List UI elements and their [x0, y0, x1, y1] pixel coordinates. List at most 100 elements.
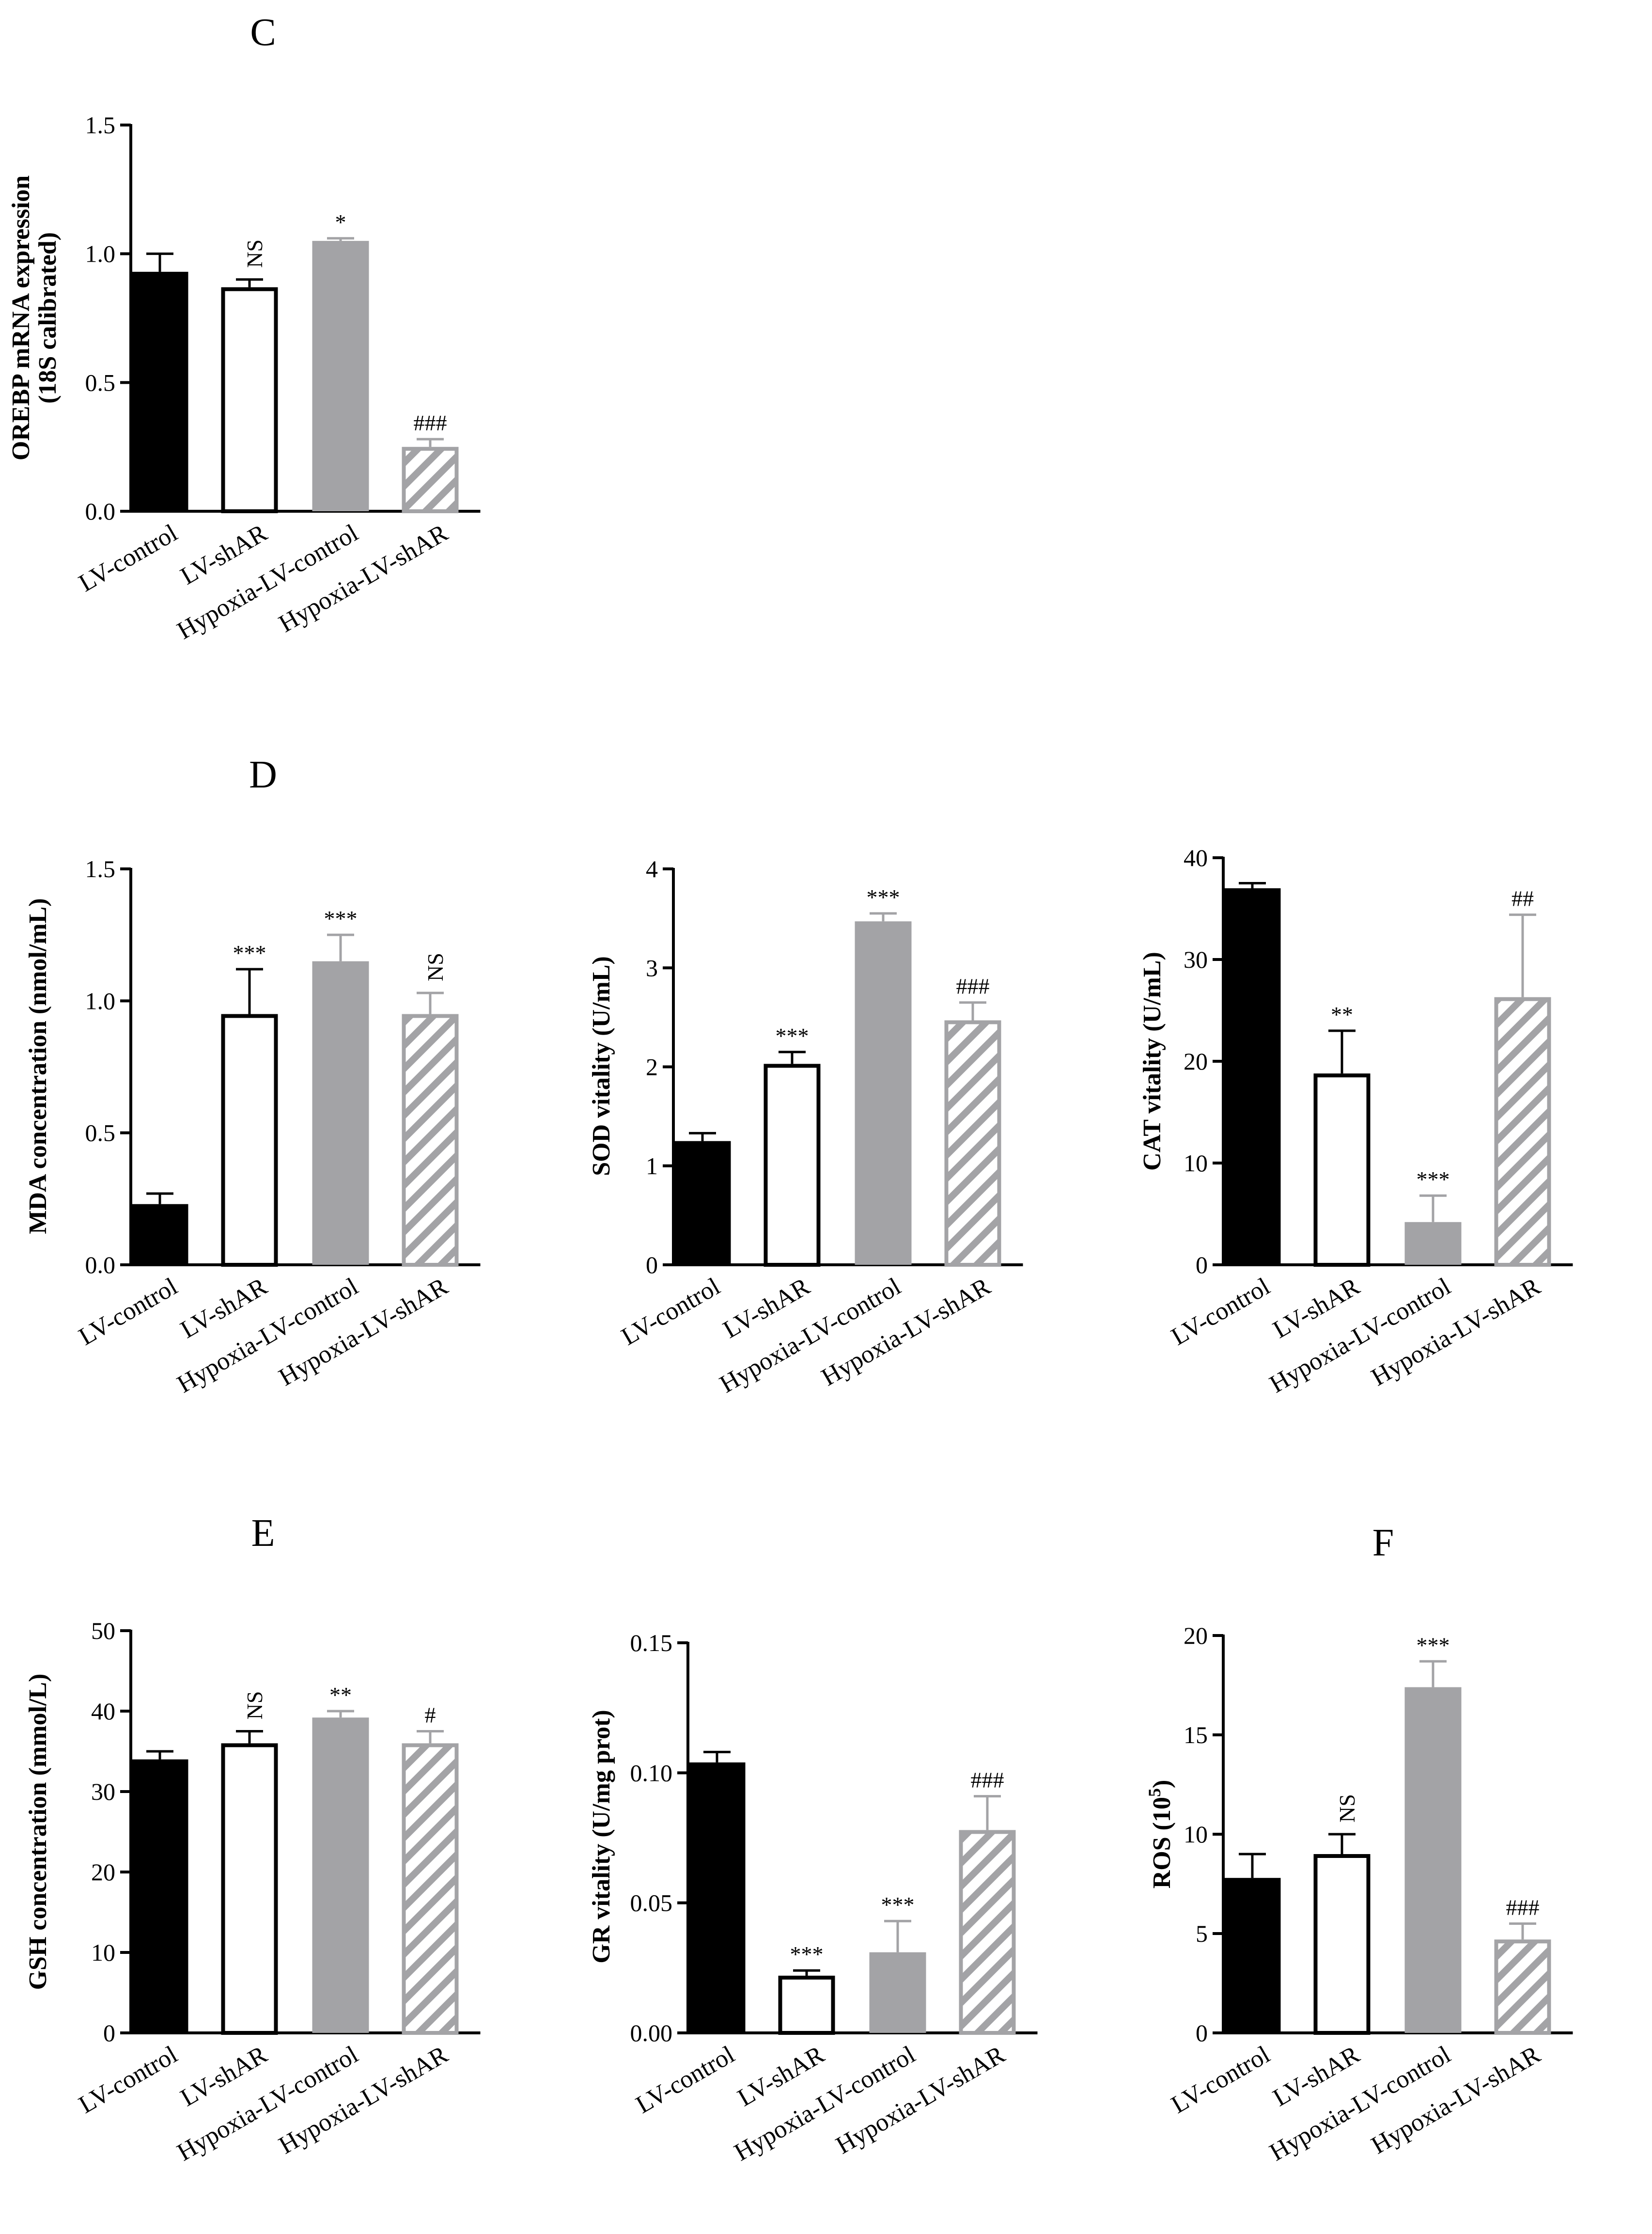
significance-hypoxia-lv-shar: NS [423, 953, 448, 981]
significance-hypoxia-lv-shar: ### [414, 410, 447, 435]
bar-hypoxia-lv-control [855, 921, 912, 1265]
y-axis-label: SOD vitality (U/mL) [588, 956, 615, 1176]
y-tick-label: 1.5 [85, 855, 116, 882]
bar-lv-shar [764, 1064, 821, 1267]
y-axis-label-line2: (18S calibrated) [34, 232, 62, 404]
bar-hypoxia-lv-shar [402, 1743, 459, 2035]
significance-lv-shar: NS [242, 1691, 267, 1720]
significance-lv-shar: *** [776, 1023, 809, 1048]
y-tick-label: 1.0 [85, 987, 116, 1014]
bar-lv-control [1224, 1878, 1281, 2033]
chart-sod-vitality: 01234LV-control***LV-shAR***Hypoxia-LV-c… [588, 855, 1023, 1399]
chart-cat-vitality: 010203040LV-control**LV-shAR***Hypoxia-L… [1138, 844, 1573, 1399]
bar-lv-control [131, 271, 188, 511]
category-label-lv-control: LV-control [1167, 1273, 1275, 1351]
panel-letter-c: C [250, 11, 276, 54]
y-axis-label: GSH concentration (mmol/L) [24, 1674, 52, 1990]
bar-lv-control [131, 1759, 188, 2033]
bar-hypoxia-lv-shar [944, 1020, 1001, 1267]
significance-hypoxia-lv-control: * [335, 210, 346, 235]
significance-lv-shar: *** [233, 941, 266, 965]
y-axis-label: MDA concentration (nmol/mL) [24, 898, 52, 1234]
y-tick-label: 0 [1196, 2019, 1208, 2046]
bar-hypoxia-lv-control [312, 241, 369, 512]
panel-letter-d: D [249, 754, 277, 796]
bar-lv-control [688, 1762, 746, 2033]
y-tick-label: 15 [1184, 1721, 1208, 1748]
significance-hypoxia-lv-shar: ### [1506, 1895, 1540, 1920]
y-tick-label: 0 [1196, 1251, 1208, 1278]
y-tick-label: 0 [103, 2019, 115, 2046]
bar-lv-control [131, 1204, 188, 1265]
y-tick-label: 0.00 [630, 2019, 673, 2046]
significance-hypoxia-lv-control: *** [867, 885, 900, 910]
y-tick-label: 0.10 [630, 1759, 673, 1786]
significance-hypoxia-lv-control: *** [324, 906, 358, 931]
bar-lv-shar [221, 1014, 278, 1267]
bar-lv-shar [221, 287, 278, 513]
y-tick-label: 10 [1184, 1149, 1208, 1177]
panel-letter-e: E [251, 1512, 275, 1555]
significance-lv-shar: *** [790, 1942, 824, 1967]
bar-lv-control [1224, 888, 1281, 1265]
panel-letter-f: F [1372, 1522, 1394, 1564]
significance-hypoxia-lv-shar: # [425, 1703, 436, 1728]
category-label-lv-control: LV-control [74, 1273, 182, 1351]
y-axis-label: OREBP mRNA expression [7, 175, 35, 461]
significance-lv-shar: ** [1331, 1002, 1353, 1027]
significance-hypoxia-lv-shar: ### [971, 1768, 1004, 1793]
significance-hypoxia-lv-control: *** [881, 1892, 915, 1917]
y-tick-label: 40 [1184, 844, 1208, 871]
bar-hypoxia-lv-control [312, 1717, 369, 2033]
significance-lv-shar: NS [1335, 1794, 1359, 1823]
y-tick-label: 40 [91, 1698, 115, 1725]
bar-hypoxia-lv-control [869, 1952, 926, 2033]
chart-ros: 05101520LV-controlNSLV-shAR***Hypoxia-LV… [1145, 1622, 1573, 2167]
bar-lv-shar [1313, 1854, 1371, 2035]
significance-hypoxia-lv-control: ** [329, 1683, 352, 1707]
y-tick-label: 0.0 [85, 1251, 116, 1278]
y-axis-label: CAT vitality (U/mL) [1138, 952, 1166, 1171]
bar-lv-shar [1313, 1073, 1371, 1267]
significance-hypoxia-lv-control: *** [1417, 1633, 1450, 1657]
chart-gr-vitality: 0.000.050.100.15LV-control***LV-shAR***H… [588, 1629, 1038, 2167]
y-axis-label: ROS (105) [1145, 1780, 1176, 1889]
y-tick-label: 20 [1184, 1048, 1208, 1075]
bar-lv-shar [778, 1975, 835, 2035]
chart-mda-concentration: 0.00.51.01.5LV-control***LV-shAR***Hypox… [24, 855, 481, 1399]
y-tick-label: 10 [91, 1939, 115, 1966]
significance-lv-shar: NS [242, 239, 267, 268]
y-tick-label: 1.5 [85, 111, 116, 139]
category-label-lv-control: LV-control [617, 1273, 725, 1351]
y-tick-label: 3 [646, 954, 658, 981]
bar-hypoxia-lv-shar [1494, 1939, 1551, 2035]
y-tick-label: 1.0 [85, 240, 116, 267]
y-tick-label: 5 [1196, 1920, 1208, 1947]
y-tick-label: 30 [91, 1778, 115, 1805]
bar-hypoxia-lv-control [312, 961, 369, 1265]
category-label-lv-control: LV-control [74, 519, 182, 598]
y-tick-label: 20 [91, 1858, 115, 1886]
bar-lv-shar [221, 1743, 278, 2035]
significance-hypoxia-lv-shar: ### [956, 974, 990, 999]
bar-hypoxia-lv-shar [402, 1014, 459, 1267]
y-tick-label: 0.5 [85, 369, 116, 396]
y-axis-label: GR vitality (U/mg prot) [588, 1710, 615, 1963]
y-tick-label: 0.15 [630, 1629, 673, 1656]
bar-hypoxia-lv-shar [1494, 997, 1551, 1267]
y-tick-label: 2 [646, 1054, 658, 1081]
significance-hypoxia-lv-control: *** [1417, 1167, 1450, 1192]
y-tick-label: 20 [1184, 1622, 1208, 1649]
y-tick-label: 0.0 [85, 498, 116, 525]
y-tick-label: 30 [1184, 946, 1208, 973]
category-label-lv-control: LV-control [631, 2041, 739, 2119]
bar-hypoxia-lv-shar [959, 1830, 1016, 2035]
chart-gsh-concentration: 01020304050LV-controlNSLV-shAR**Hypoxia-… [24, 1617, 481, 2167]
bar-hypoxia-lv-control [1404, 1687, 1462, 2033]
y-tick-label: 0 [646, 1251, 658, 1278]
significance-hypoxia-lv-shar: ## [1512, 886, 1534, 911]
chart-orebp-mrna-expression: 0.00.51.01.5LV-controlNSLV-shAR*Hypoxia-… [7, 111, 481, 645]
bar-lv-control [674, 1141, 731, 1265]
y-tick-label: 1 [646, 1152, 658, 1180]
